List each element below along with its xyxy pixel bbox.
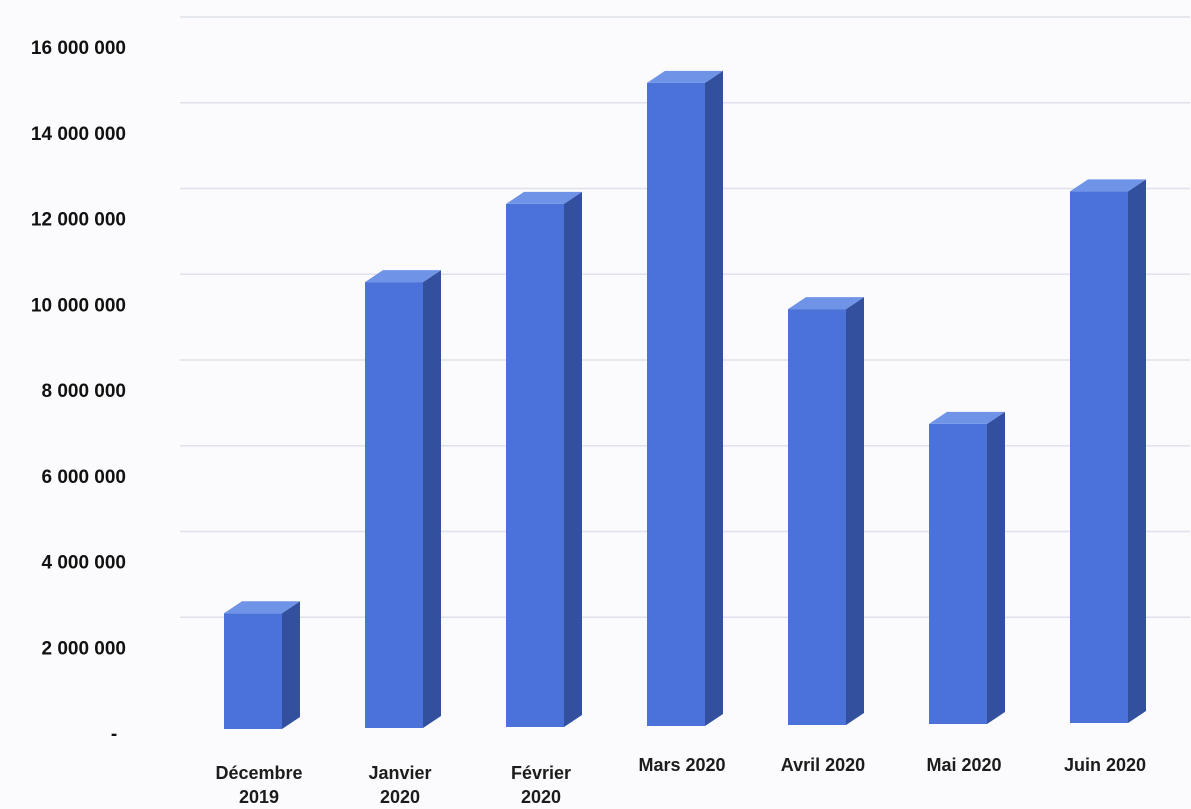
bar-top-face: [1070, 179, 1146, 192]
x-tick-label: Février 2020: [511, 763, 571, 807]
bar-front-face: [1070, 191, 1128, 724]
bar: [506, 191, 582, 728]
bar: [224, 601, 300, 729]
bar-top-face: [647, 70, 723, 83]
y-tick-label: 12 000 000: [31, 210, 126, 231]
bar-top-face: [929, 411, 1005, 424]
bar-top-face: [788, 297, 864, 310]
x-tick-label: Juin 2020: [1064, 755, 1146, 775]
x-tick-label: Avril 2020: [781, 755, 865, 775]
y-tick-label: 6 000 000: [41, 467, 126, 488]
bar-side-face: [282, 601, 300, 729]
x-tick-label: Mai 2020: [926, 755, 1001, 775]
y-tick-label: 2 000 000: [41, 638, 126, 659]
bar-top-face: [506, 191, 582, 204]
bar-side-face: [846, 297, 864, 725]
y-tick-label: 4 000 000: [41, 553, 126, 574]
bar-side-face: [423, 270, 441, 728]
y-tick-label: 16 000 000: [31, 38, 126, 59]
bar-side-face: [987, 411, 1005, 724]
bars: [224, 70, 1146, 729]
y-tick-label: 10 000 000: [31, 295, 126, 316]
bar: [365, 270, 441, 728]
x-tick-label: Décembre 2019: [215, 763, 302, 807]
bar-top-face: [365, 270, 441, 283]
bar-side-face: [564, 191, 582, 728]
bar-front-face: [929, 423, 987, 724]
y-tick-label: -: [111, 724, 117, 745]
y-tick-label: 14 000 000: [31, 124, 126, 145]
bar: [788, 297, 864, 725]
bar-front-face: [506, 203, 564, 728]
bar: [929, 411, 1005, 724]
bar: [647, 70, 723, 726]
bar-front-face: [647, 82, 705, 726]
y-axis-tick-labels: - 2 000 000 4 000 000 6 000 000 8 000 000 10 …: [31, 38, 126, 745]
x-tick-label: Mars 2020: [638, 755, 725, 775]
bar-front-face: [788, 309, 846, 725]
bar-front-face: [365, 282, 423, 728]
y-tick-label: 8 000 000: [41, 381, 126, 402]
x-tick-label: Janvier 2020: [368, 763, 431, 807]
bar: [1070, 179, 1146, 724]
bar-front-face: [224, 613, 282, 729]
bar-side-face: [1128, 179, 1146, 724]
x-axis-category-labels: Décembre 2019 Janvier 2020 Février 2020 Mars 2…: [215, 755, 1146, 807]
bar-top-face: [224, 601, 300, 614]
bar-side-face: [705, 70, 723, 726]
